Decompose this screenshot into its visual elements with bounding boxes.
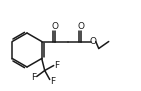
Text: O: O [77, 22, 84, 31]
Text: F: F [31, 73, 36, 82]
Text: O: O [89, 37, 96, 46]
Text: F: F [54, 61, 59, 70]
Text: O: O [51, 22, 58, 31]
Text: F: F [50, 77, 55, 86]
